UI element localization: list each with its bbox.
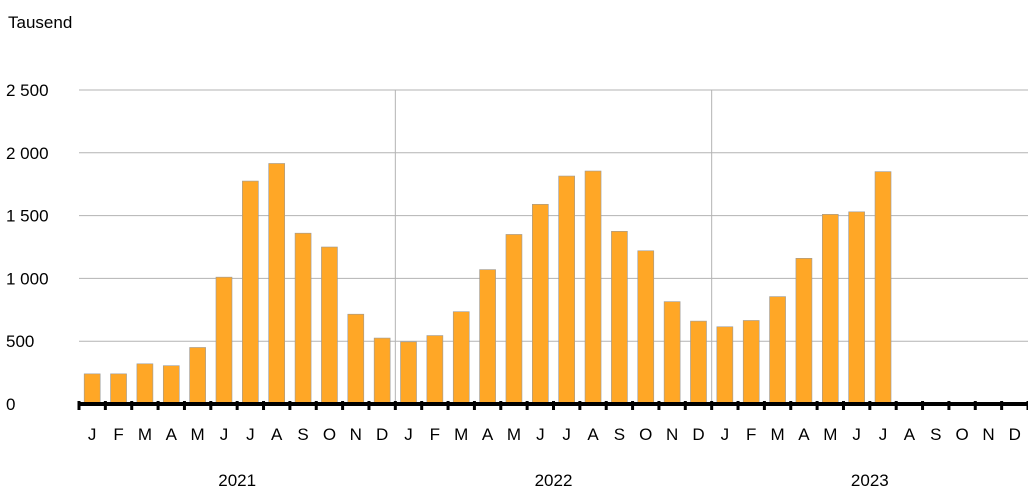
bar [479, 269, 496, 405]
bar [716, 326, 734, 405]
bar [321, 246, 338, 405]
bar [162, 365, 180, 405]
bar [663, 301, 681, 405]
month-label: F [113, 425, 123, 444]
month-label: J [721, 425, 730, 444]
y-tick-label: 500 [6, 332, 34, 351]
bar [584, 170, 602, 405]
bar [795, 258, 813, 405]
y-tick-label: 1 500 [6, 207, 49, 226]
bar [215, 276, 233, 405]
bar [136, 363, 154, 405]
month-label: A [271, 425, 283, 444]
year-label: 2023 [851, 471, 889, 490]
month-label: D [692, 425, 704, 444]
month-label: A [587, 425, 599, 444]
bar [769, 296, 786, 405]
month-label: M [138, 425, 152, 444]
bar [558, 175, 575, 405]
month-label: N [982, 425, 994, 444]
bar [400, 341, 417, 405]
bar [874, 171, 892, 405]
month-label: S [614, 425, 625, 444]
month-label: O [639, 425, 652, 444]
month-label: N [666, 425, 678, 444]
month-label: N [350, 425, 362, 444]
y-axis-label: Tausend [8, 13, 72, 32]
month-label: D [1009, 425, 1021, 444]
bar [742, 320, 760, 405]
bar [452, 311, 470, 405]
month-label: J [220, 425, 229, 444]
month-label: S [930, 425, 941, 444]
year-label: 2022 [535, 471, 573, 490]
month-label: F [746, 425, 756, 444]
month-label: J [246, 425, 255, 444]
month-label: M [454, 425, 468, 444]
bar [268, 163, 286, 405]
month-label: A [482, 425, 494, 444]
month-label: A [166, 425, 178, 444]
month-label: M [191, 425, 205, 444]
bar [189, 347, 206, 405]
bar [110, 373, 127, 405]
bar [373, 337, 391, 405]
bar [848, 211, 865, 405]
bar [294, 232, 312, 405]
bar [426, 335, 444, 405]
month-label: M [507, 425, 521, 444]
month-label: A [904, 425, 916, 444]
gridlines [79, 89, 1028, 404]
bar [242, 180, 259, 405]
bar [821, 214, 839, 405]
bar [83, 373, 101, 405]
month-label: D [376, 425, 388, 444]
month-label: F [430, 425, 440, 444]
month-label: J [404, 425, 413, 444]
month-label: O [323, 425, 336, 444]
year-label: 2021 [218, 471, 256, 490]
month-label: J [852, 425, 861, 444]
bar [637, 250, 655, 405]
bars [83, 163, 892, 405]
bar [347, 313, 365, 405]
month-label: J [536, 425, 545, 444]
month-label: J [562, 425, 571, 444]
bar [690, 320, 707, 405]
month-label: S [297, 425, 308, 444]
month-label: J [879, 425, 888, 444]
month-label: M [770, 425, 784, 444]
x-axis [77, 401, 1028, 410]
y-tick-label: 2 500 [6, 81, 49, 100]
bar [611, 231, 628, 405]
bar [532, 203, 549, 405]
y-tick-label: 2 000 [6, 144, 49, 163]
bar [505, 234, 523, 405]
y-tick-label: 0 [6, 395, 15, 414]
month-label: A [798, 425, 810, 444]
month-label: J [88, 425, 97, 444]
y-tick-label: 1 000 [6, 269, 49, 288]
month-label: O [955, 425, 968, 444]
month-label: M [823, 425, 837, 444]
